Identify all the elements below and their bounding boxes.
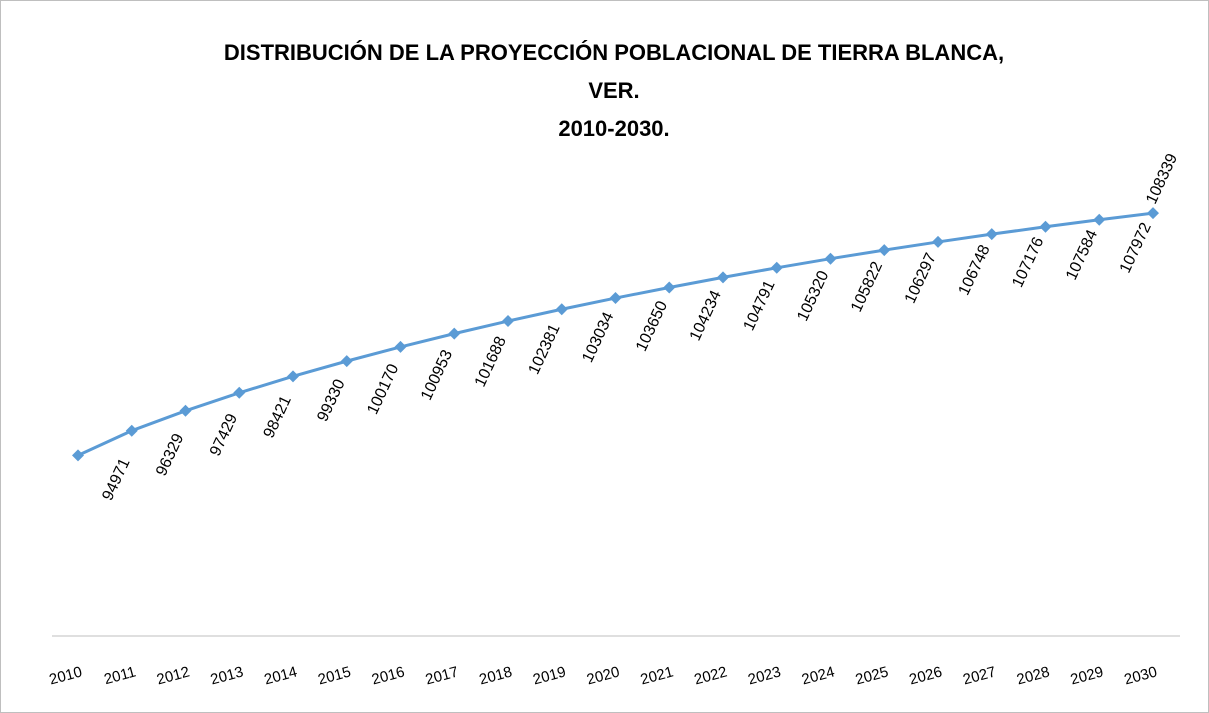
data-marker [878, 244, 891, 257]
data-marker [663, 281, 676, 294]
data-marker [233, 386, 246, 399]
chart-title: VER. [588, 78, 639, 103]
data-marker [770, 261, 783, 274]
data-marker [340, 355, 353, 368]
data-marker [717, 271, 729, 284]
data-marker [1147, 207, 1159, 220]
data-marker [502, 315, 514, 328]
data-marker [125, 424, 138, 437]
data-marker [555, 303, 568, 316]
data-marker [824, 252, 837, 265]
chart-title: DISTRIBUCIÓN DE LA PROYECCIÓN POBLACIONA… [224, 40, 1004, 65]
chart-title: 2010-2030. [558, 116, 669, 141]
data-marker [72, 449, 84, 462]
data-marker [1039, 220, 1052, 233]
data-marker [179, 404, 192, 417]
data-marker [394, 340, 407, 353]
data-marker [1093, 213, 1106, 226]
data-marker [985, 228, 998, 241]
data-marker [932, 235, 944, 248]
data-marker [287, 370, 299, 383]
data-marker [448, 327, 461, 340]
data-marker [609, 292, 622, 305]
